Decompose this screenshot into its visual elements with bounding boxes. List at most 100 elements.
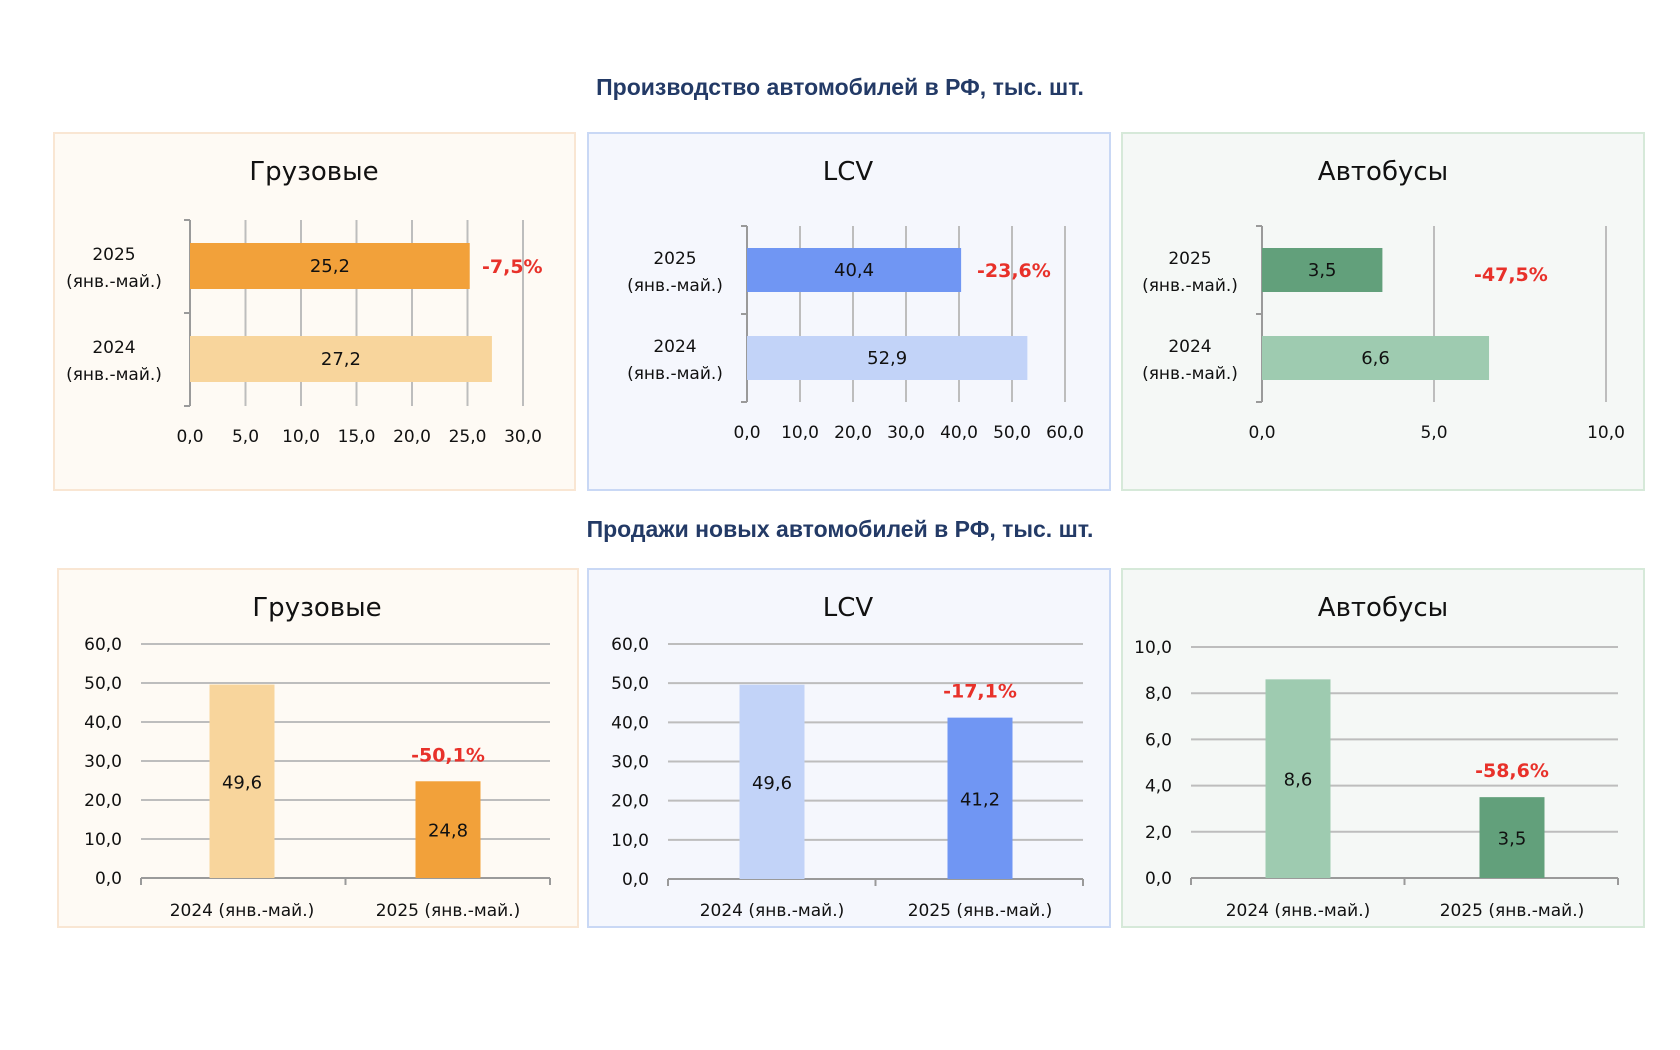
y-tick-label: 10,0	[1134, 638, 1172, 658]
bar-2025 (янв.-май.)	[947, 717, 1013, 879]
y-tick-label: 0,0	[95, 869, 122, 889]
x-tick-label: 0,0	[733, 423, 760, 443]
chart-title-sales-lcv: LCV	[823, 593, 874, 623]
bar-2025 (янв.-май.)	[415, 781, 481, 878]
sales-section-title: Продажи новых автомобилей в РФ, тыс. шт.	[586, 516, 1094, 542]
change-percent-label: -7,5%	[482, 256, 543, 278]
panel-sales-trucks	[57, 568, 579, 928]
x-tick-label: 0,0	[1248, 423, 1275, 443]
bar-2025	[1262, 248, 1383, 292]
bar-2024	[747, 336, 1028, 380]
bar-value-label: 27,2	[321, 349, 361, 370]
x-tick-label: 5,0	[232, 427, 259, 447]
change-percent-label: -50,1%	[411, 744, 485, 766]
y-tick-label: 6,0	[1145, 730, 1172, 750]
change-percent-label: -17,1%	[943, 681, 1017, 703]
bar-2025	[747, 248, 962, 292]
category-label: 2024 (янв.-май.)	[170, 901, 315, 921]
y-tick-label: 20,0	[84, 791, 122, 811]
bar-value-label: 49,6	[752, 773, 792, 794]
y-tick-label: 20,0	[611, 792, 649, 812]
y-tick-label: 0,0	[622, 870, 649, 890]
bar-2024 (янв.-май.)	[1265, 679, 1331, 878]
y-tick-label: 10,0	[611, 831, 649, 851]
x-tick-label: 10,0	[1587, 423, 1625, 443]
panel-sales-buses	[1121, 568, 1645, 928]
bar-2024 (янв.-май.)	[739, 684, 805, 879]
category-label-year: 2024	[1168, 337, 1211, 357]
x-tick-label: 40,0	[940, 423, 978, 443]
y-tick-label: 8,0	[1145, 684, 1172, 704]
x-tick-label: 10,0	[282, 427, 320, 447]
change-percent-label: -23,6%	[977, 260, 1051, 282]
bar-value-label: 40,4	[834, 260, 874, 281]
panel-prod-trucks	[53, 132, 576, 491]
bar-value-label: 8,6	[1284, 770, 1313, 791]
change-percent-label: -47,5%	[1474, 264, 1548, 286]
y-tick-label: 0,0	[1145, 869, 1172, 889]
production-section-title: Производство автомобилей в РФ, тыс. шт.	[596, 74, 1084, 100]
bar-value-label: 49,6	[222, 772, 262, 793]
category-label-period: (янв.-май.)	[627, 276, 723, 296]
x-tick-label: 50,0	[993, 423, 1031, 443]
bar-value-label: 25,2	[310, 256, 350, 277]
y-tick-label: 40,0	[611, 713, 649, 733]
x-tick-label: 15,0	[338, 427, 376, 447]
panel-sales-lcv	[587, 568, 1111, 928]
category-label: 2025 (янв.-май.)	[1440, 901, 1585, 921]
category-label: 2025 (янв.-май.)	[376, 901, 521, 921]
x-tick-label: 30,0	[504, 427, 542, 447]
category-label: 2024 (янв.-май.)	[1226, 901, 1371, 921]
x-tick-label: 20,0	[834, 423, 872, 443]
chart-title-sales-buses: Автобусы	[1318, 593, 1448, 623]
x-tick-label: 0,0	[176, 427, 203, 447]
category-label-year: 2025	[92, 245, 135, 265]
y-tick-label: 40,0	[84, 713, 122, 733]
y-tick-label: 4,0	[1145, 777, 1172, 797]
bar-value-label: 3,5	[1308, 260, 1337, 281]
y-tick-label: 60,0	[611, 635, 649, 655]
bar-value-label: 41,2	[960, 789, 1000, 810]
category-label-year: 2024	[653, 337, 696, 357]
category-label-period: (янв.-май.)	[1142, 364, 1238, 384]
y-tick-label: 50,0	[611, 674, 649, 694]
y-tick-label: 50,0	[84, 674, 122, 694]
category-label-year: 2024	[92, 338, 135, 358]
category-label-period: (янв.-май.)	[1142, 276, 1238, 296]
bar-value-label: 3,5	[1498, 829, 1527, 850]
x-tick-label: 25,0	[449, 427, 487, 447]
x-tick-label: 5,0	[1420, 423, 1447, 443]
y-tick-label: 10,0	[84, 830, 122, 850]
chart-title-sales-trucks: Грузовые	[252, 593, 381, 623]
category-label: 2025 (янв.-май.)	[908, 901, 1053, 921]
bar-value-label: 24,8	[428, 821, 468, 842]
panel-prod-buses	[1121, 132, 1645, 491]
bar-value-label: 52,9	[867, 348, 907, 369]
bar-2024 (янв.-май.)	[209, 684, 275, 878]
chart-title-prod-buses: Автобусы	[1318, 157, 1448, 187]
category-label-period: (янв.-май.)	[66, 365, 162, 385]
y-tick-label: 30,0	[611, 753, 649, 773]
chart-title-prod-lcv: LCV	[823, 157, 874, 187]
panel-prod-lcv	[587, 132, 1111, 491]
category-label-period: (янв.-май.)	[66, 272, 162, 292]
y-tick-label: 30,0	[84, 752, 122, 772]
x-tick-label: 10,0	[781, 423, 819, 443]
category-label-year: 2025	[1168, 249, 1211, 269]
x-tick-label: 60,0	[1046, 423, 1084, 443]
category-label: 2024 (янв.-май.)	[700, 901, 845, 921]
y-tick-label: 2,0	[1145, 823, 1172, 843]
bar-2024	[190, 336, 492, 382]
bar-2025 (янв.-май.)	[1479, 797, 1545, 878]
chart-title-prod-trucks: Грузовые	[249, 157, 378, 187]
change-percent-label: -58,6%	[1475, 760, 1549, 782]
x-tick-label: 20,0	[393, 427, 431, 447]
y-tick-label: 60,0	[84, 635, 122, 655]
bar-2024	[1262, 336, 1490, 380]
category-label-period: (янв.-май.)	[627, 364, 723, 384]
bar-value-label: 6,6	[1361, 348, 1390, 369]
x-tick-label: 30,0	[887, 423, 925, 443]
bar-2025	[190, 243, 470, 289]
category-label-year: 2025	[653, 249, 696, 269]
